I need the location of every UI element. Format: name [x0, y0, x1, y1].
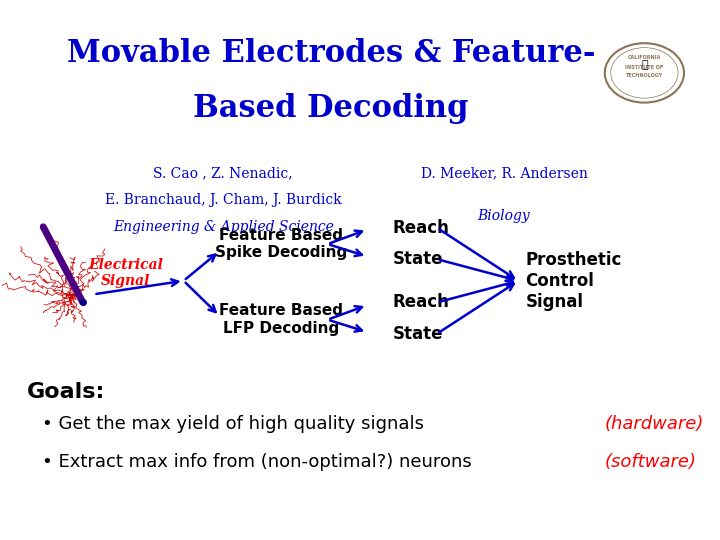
Text: Based Decoding: Based Decoding [194, 92, 469, 124]
Text: D. Meeker, R. Andersen: D. Meeker, R. Andersen [420, 166, 588, 180]
Text: 🔥: 🔥 [641, 60, 648, 70]
Text: Reach: Reach [392, 219, 449, 237]
Text: Engineering & Applied Science: Engineering & Applied Science [113, 220, 333, 234]
Text: S. Cao , Z. Nenadic,: S. Cao , Z. Nenadic, [153, 166, 293, 180]
Text: Goals:: Goals: [27, 381, 106, 402]
Text: Feature Based
Spike Decoding: Feature Based Spike Decoding [215, 228, 347, 260]
Text: TECHNOLOGY: TECHNOLOGY [626, 73, 663, 78]
Text: (software): (software) [605, 453, 697, 471]
Text: E. Branchaud, J. Cham, J. Burdick: E. Branchaud, J. Cham, J. Burdick [105, 193, 341, 207]
Text: Biology: Biology [477, 209, 531, 223]
Text: State: State [392, 325, 443, 343]
Text: Reach: Reach [392, 293, 449, 312]
Text: Feature Based
LFP Decoding: Feature Based LFP Decoding [219, 303, 343, 336]
Text: Electrical
Signal: Electrical Signal [89, 258, 163, 288]
Text: CALIFORNIA: CALIFORNIA [628, 55, 661, 60]
Text: State: State [392, 250, 443, 268]
Text: INSTITUTE OF: INSTITUTE OF [625, 65, 664, 70]
Text: (hardware): (hardware) [605, 415, 704, 433]
Text: Movable Electrodes & Feature-: Movable Electrodes & Feature- [67, 38, 595, 70]
Text: • Extract max info from (non-optimal?) neurons: • Extract max info from (non-optimal?) n… [42, 453, 472, 471]
Text: • Get the max yield of high quality signals: • Get the max yield of high quality sign… [42, 415, 424, 433]
Text: Prosthetic
Control
Signal: Prosthetic Control Signal [526, 251, 622, 310]
